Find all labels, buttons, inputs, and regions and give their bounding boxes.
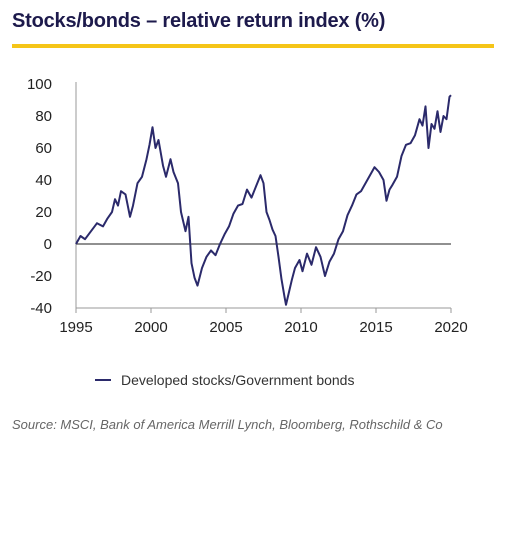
y-tick-label: 100 xyxy=(27,76,52,93)
x-tick-label: 2015 xyxy=(359,319,392,336)
source-note: Source: MSCI, Bank of America Merrill Ly… xyxy=(12,417,443,432)
y-tick-label: 0 xyxy=(44,236,52,253)
legend: Developed stocks/Government bonds xyxy=(95,372,354,388)
series-line-developed-stocks-government-bonds xyxy=(75,94,452,306)
x-tick-label: 2010 xyxy=(284,319,317,336)
x-tick-label: 2000 xyxy=(134,319,167,336)
title-underline xyxy=(12,44,494,48)
y-tick-label: 40 xyxy=(35,172,52,189)
y-tick-label: 60 xyxy=(35,140,52,157)
legend-label: Developed stocks/Government bonds xyxy=(121,372,355,388)
y-tick-label: -40 xyxy=(30,300,52,317)
y-tick-label: 20 xyxy=(35,204,52,221)
line-chart: 100 80 60 40 20 0 -20 -40 1995 2000 2005 2010 2015 20… xyxy=(27,76,468,336)
chart-title: Stocks/bonds – relative return index (%) xyxy=(12,10,386,32)
legend-swatch xyxy=(95,379,111,381)
y-tick-label: -20 xyxy=(30,268,52,285)
x-tick-label: 1995 xyxy=(59,319,92,336)
y-tick-label: 80 xyxy=(35,108,52,125)
x-tick-label: 2005 xyxy=(209,319,242,336)
x-tick-label: 2020 xyxy=(434,319,467,336)
